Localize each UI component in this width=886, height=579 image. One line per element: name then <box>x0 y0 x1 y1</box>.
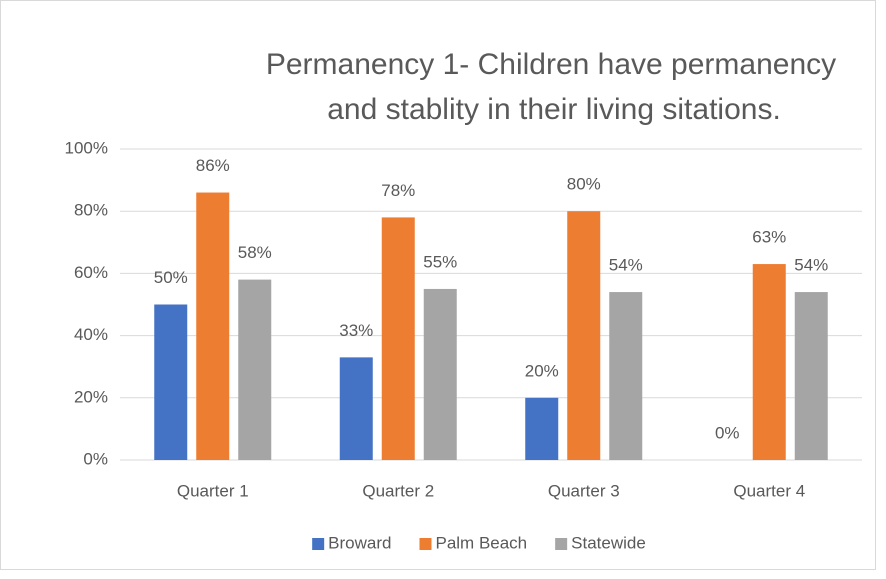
chart-title: Permanency 1- Children have permanency <box>266 48 836 81</box>
bar <box>609 292 643 460</box>
data-label: 0% <box>715 423 740 442</box>
bar <box>381 217 415 460</box>
legend-swatch <box>419 538 432 550</box>
bar <box>567 211 601 460</box>
legend-label: Statewide <box>571 533 646 552</box>
bar <box>196 192 230 461</box>
y-tick-label: 40% <box>74 325 108 344</box>
x-tick-label: Quarter 3 <box>548 481 620 500</box>
data-label: 63% <box>752 228 786 247</box>
data-label: 55% <box>423 252 457 271</box>
data-label: 33% <box>339 321 373 340</box>
y-tick-label: 100% <box>65 138 108 157</box>
x-tick-label: Quarter 2 <box>362 481 434 500</box>
data-label: 54% <box>609 256 643 275</box>
bar <box>339 357 373 460</box>
data-label: 78% <box>381 181 415 200</box>
data-label: 54% <box>794 256 828 275</box>
x-tick-label: Quarter 4 <box>733 481 805 500</box>
bar <box>238 279 272 460</box>
legend-label: Palm Beach <box>435 533 527 552</box>
y-tick-label: 80% <box>74 201 108 220</box>
bar <box>154 304 188 460</box>
bar <box>525 397 559 460</box>
y-tick-label: 60% <box>74 263 108 282</box>
legend-swatch <box>555 538 568 550</box>
legend-swatch <box>312 538 325 550</box>
data-label: 80% <box>567 175 601 194</box>
data-label: 58% <box>238 243 272 262</box>
bar <box>752 264 786 460</box>
legend-label: Broward <box>328 533 391 552</box>
bar <box>794 292 828 460</box>
y-tick-label: 0% <box>83 449 108 468</box>
y-tick-label: 20% <box>74 387 108 406</box>
data-label: 50% <box>154 268 188 287</box>
chart-title: and stablity in their living sitations. <box>327 93 781 126</box>
x-tick-label: Quarter 1 <box>177 481 249 500</box>
data-label: 20% <box>525 361 559 380</box>
data-label: 86% <box>196 156 230 175</box>
bar <box>423 288 457 460</box>
chart-border <box>0 0 876 570</box>
